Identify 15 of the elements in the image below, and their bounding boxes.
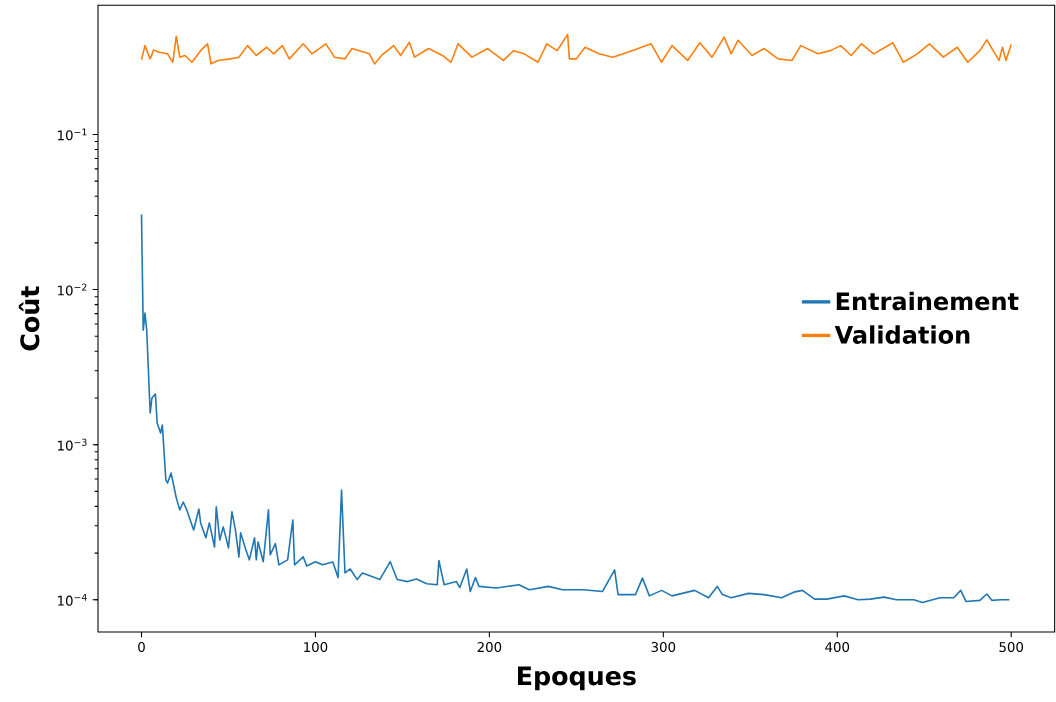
x-tick-label: 0 — [138, 642, 145, 653]
x-tick-label: 300 — [651, 642, 676, 653]
x-tick-label: 200 — [477, 642, 502, 653]
y-tick-label: 10$^{−1}$ — [58, 128, 87, 141]
legend-label: Entrainement — [836, 291, 1019, 311]
x-tick-label: 400 — [825, 642, 850, 653]
x-axis-title: Epoques — [518, 666, 636, 691]
y-tick-label: 10$^{−2}$ — [58, 283, 87, 296]
line-series — [140, 33, 1012, 65]
y-tick-label: 10$^{−4}$ — [58, 593, 87, 606]
y-tick-label: 10$^{−3}$ — [58, 438, 87, 451]
legend-label: Validation — [834, 325, 970, 344]
x-tick-label: 500 — [999, 642, 1024, 653]
y-axis-title: Coût — [18, 286, 40, 351]
x-tick-label: 100 — [304, 642, 328, 653]
